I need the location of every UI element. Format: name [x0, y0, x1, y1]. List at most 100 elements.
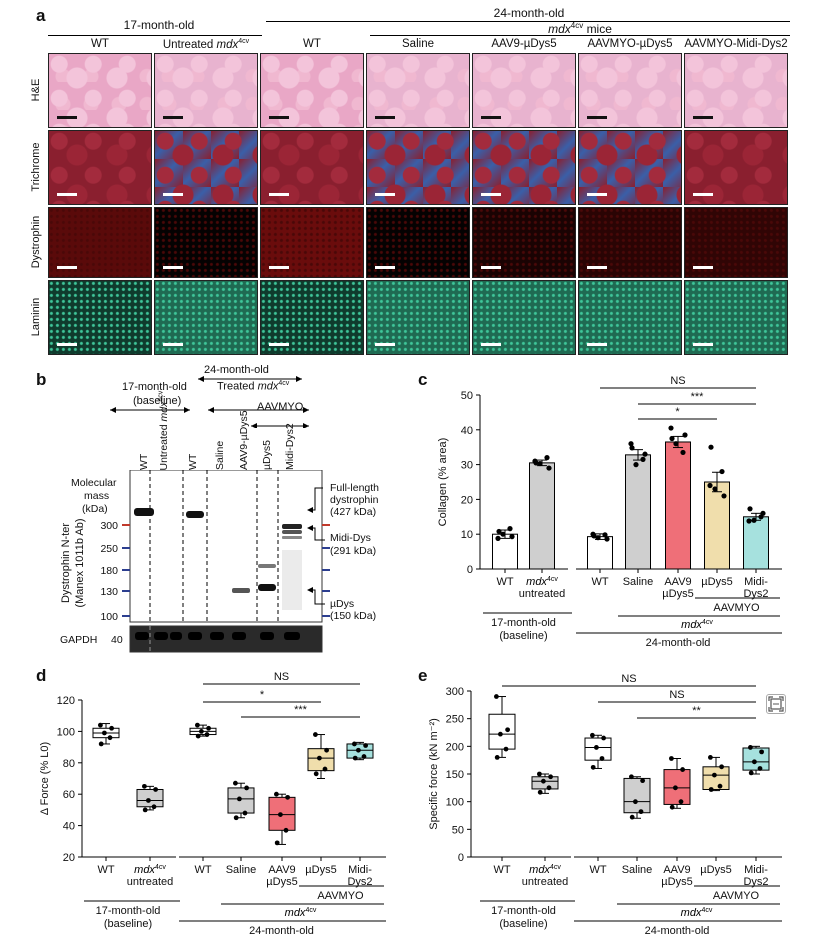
x-tick-label: Dys2	[743, 588, 768, 600]
scale-bar	[163, 266, 183, 269]
x-tick-label: mdx4cv	[134, 864, 166, 876]
data-point	[537, 460, 543, 467]
group-24-rule	[266, 21, 790, 22]
data-point	[590, 764, 596, 770]
y-tick-label: 0	[467, 564, 473, 576]
box-6	[742, 747, 770, 771]
b-treated-arrows	[208, 407, 309, 428]
scale-bar	[693, 193, 713, 196]
data-point	[494, 694, 499, 699]
panel-letter-d: d	[36, 666, 47, 685]
x-tick-label: AAV9	[664, 576, 691, 588]
scale-bar	[375, 343, 395, 346]
aavmyo-label: AAVMYO	[317, 890, 364, 902]
y-tick-label: 30	[461, 460, 473, 472]
lane-label-4: AAV9-µDys5	[238, 410, 250, 470]
panel-letter-c: c	[418, 370, 428, 389]
data-point	[537, 771, 542, 777]
scale-bar	[587, 193, 607, 196]
data-point	[233, 780, 238, 786]
data-point	[682, 432, 688, 438]
data-point	[669, 435, 675, 442]
x-tick-label: Saline	[623, 576, 654, 588]
y-tick-label: 50	[452, 824, 464, 836]
histology-image-dystrophin-1	[154, 207, 258, 278]
x-tick-label: µDys5	[266, 876, 297, 888]
image-search-icon[interactable]	[766, 694, 786, 714]
data-point	[601, 735, 606, 741]
data-point	[748, 745, 753, 750]
data-point	[146, 798, 151, 803]
b-gapdh-label: GAPDH	[60, 634, 98, 646]
data-point	[604, 536, 610, 542]
group-label-24: 24-month-old	[646, 637, 711, 649]
significance-label: *	[260, 689, 265, 701]
data-point	[496, 528, 502, 535]
x-tick-label: Saline	[622, 864, 653, 876]
scale-bar	[57, 116, 77, 119]
data-point	[244, 785, 250, 791]
data-point	[633, 799, 638, 805]
scale-bar	[693, 116, 713, 119]
histology-image-dystrophin-6	[684, 207, 788, 278]
scale-bar	[269, 116, 289, 119]
data-point	[317, 755, 322, 761]
histology-image-trichrome-3	[366, 130, 470, 205]
y-tick-label: 80	[63, 758, 75, 770]
x-tick-label: µDys5	[701, 576, 732, 588]
box-0	[488, 713, 516, 750]
x-tick-label: µDys5	[661, 876, 692, 888]
y-tick-label: 120	[57, 695, 75, 707]
y-tick-label: 100	[57, 726, 75, 738]
y-axis-label: Specific force (kN m⁻²)	[428, 718, 440, 830]
data-point	[503, 746, 509, 752]
b-header-baseline: (baseline)	[133, 395, 182, 407]
data-point	[599, 756, 605, 761]
x-tick-label: WT	[493, 864, 510, 876]
data-point	[532, 458, 538, 464]
data-point	[669, 804, 675, 810]
marker-label-180: 180	[100, 565, 118, 577]
x-tick-label: untreated	[519, 588, 565, 600]
x-tick-label: WT	[591, 576, 608, 588]
bar-2	[587, 536, 613, 570]
mdx-rule	[370, 35, 790, 36]
histology-image-he-6	[684, 53, 788, 128]
data-point	[109, 725, 114, 731]
x-tick-label: µDys5	[305, 864, 336, 876]
data-point	[668, 425, 674, 431]
x-tick-label: µDys5	[662, 588, 693, 600]
scale-bar	[587, 343, 607, 346]
significance-label: NS	[621, 673, 636, 685]
x-tick-label: WT	[496, 576, 513, 588]
data-point	[546, 785, 552, 791]
data-point	[746, 518, 752, 524]
x-tick-label: Dys2	[743, 876, 768, 888]
x-tick-label: mdx4cv	[526, 576, 558, 588]
scale-bar	[57, 266, 77, 269]
histology-image-laminin-6	[684, 280, 788, 355]
y-tick-label: 50	[461, 390, 473, 402]
scale-bar	[375, 266, 395, 269]
x-tick-label: Midi-	[744, 864, 768, 876]
y-tick-label: 40	[63, 821, 75, 833]
data-point	[151, 804, 157, 810]
data-point	[748, 770, 754, 776]
data-point	[594, 745, 599, 750]
x-tick-label: µDys5	[700, 864, 731, 876]
marker-label-300: 300	[100, 520, 118, 532]
data-point	[361, 754, 367, 759]
marker-label-130: 130	[100, 586, 118, 598]
data-point	[500, 531, 506, 537]
data-point	[204, 732, 210, 737]
data-point	[719, 468, 725, 475]
data-point	[278, 812, 283, 818]
data-point	[673, 785, 678, 791]
data-point	[199, 729, 204, 734]
histology-image-dystrophin-0	[48, 207, 152, 278]
panel-letter-a: a	[36, 6, 46, 25]
y-axis-label: Δ Force (% L0)	[39, 742, 51, 815]
scale-bar	[693, 266, 713, 269]
band-udys5-upper	[258, 564, 276, 568]
b-header-treated: Treated mdx4cv	[217, 380, 290, 393]
